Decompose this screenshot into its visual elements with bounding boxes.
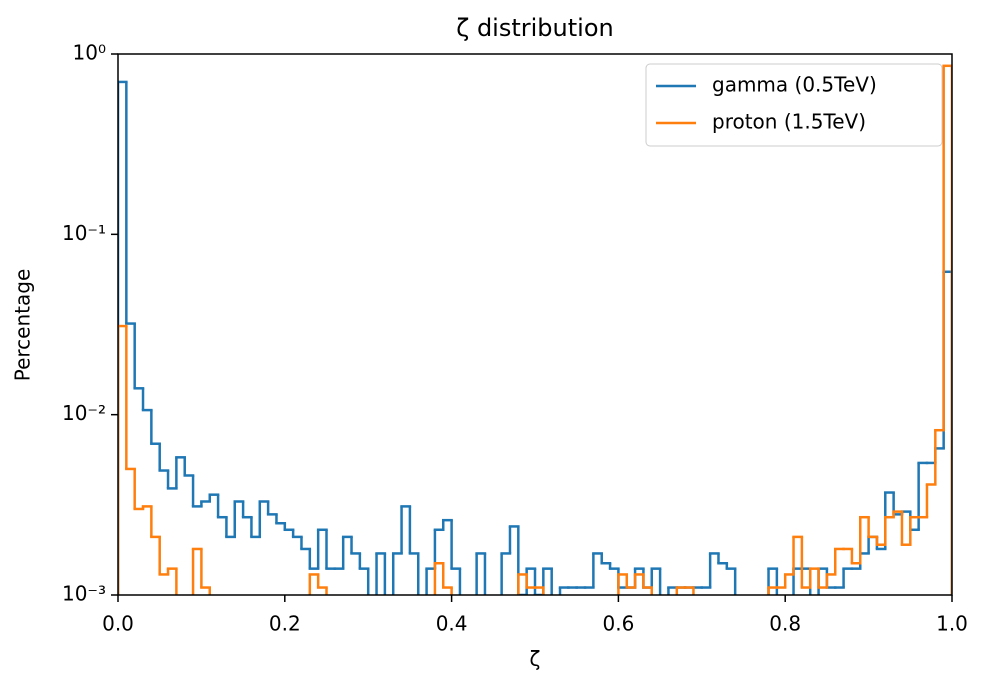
plot-area [118, 64, 952, 595]
x-tick-label: 0.8 [769, 612, 801, 636]
x-axis-label: ζ [530, 647, 541, 671]
legend-label: proton (1.5TeV) [712, 110, 866, 134]
legend-box [645, 63, 943, 147]
chart-title: ζ distribution [456, 14, 613, 42]
y-tick-label: 10⁰ [73, 41, 106, 65]
axes-frame [117, 53, 953, 596]
y-tick-label: 10⁻³ [62, 582, 106, 606]
y-tick-label: 10⁻¹ [62, 221, 106, 245]
x-tick-label: 0.0 [102, 612, 134, 636]
x-tick-label: 0.4 [436, 612, 468, 636]
x-tick-label: 0.2 [269, 612, 301, 636]
legend-label: gamma (0.5TeV) [712, 73, 877, 97]
y-axis-label: Percentage [11, 269, 35, 382]
y-tick-label: 10⁻² [62, 401, 106, 425]
x-tick-label: 1.0 [936, 612, 968, 636]
x-tick-label: 0.6 [602, 612, 634, 636]
